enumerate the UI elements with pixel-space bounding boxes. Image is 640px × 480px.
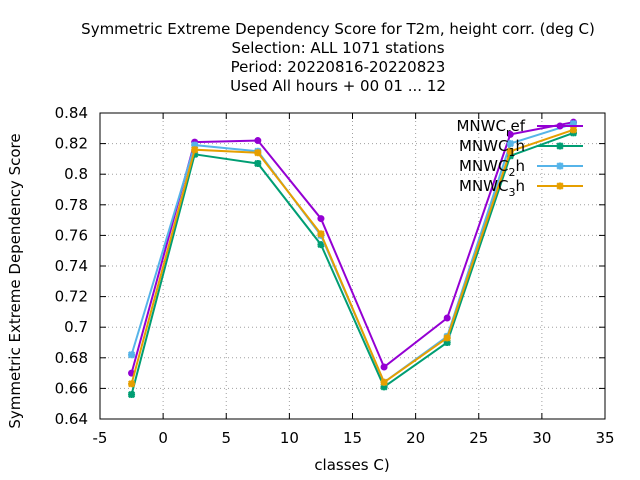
legend-label-subscript: 1 [508, 146, 515, 159]
chart-title: Symmetric Extreme Dependency Score for T… [81, 20, 595, 95]
data-point [254, 159, 262, 168]
x-tick-label: 25 [469, 429, 488, 447]
data-point [191, 141, 199, 149]
legend-label-subscript: 3 [508, 186, 515, 199]
series-line [130, 121, 574, 374]
y-axis: 0.64 0.66 0.68 0.7 0.72 0.74 0.76 0.78 0.8 0.82 0.… [55, 104, 605, 428]
legend-label-main: MNWC [456, 117, 505, 135]
legend-marker [556, 162, 564, 170]
data-point [191, 146, 199, 154]
x-tick-label: 10 [280, 429, 299, 447]
data-point [127, 380, 136, 388]
data-point [317, 230, 325, 238]
x-tick-label: 15 [343, 429, 362, 447]
legend-label-suffix: h [515, 177, 525, 195]
title-line: Period: 20220816-20220823 [231, 58, 446, 76]
y-tick-label: 0.7 [64, 318, 88, 336]
title-line: Symmetric Extreme Dependency Score for T… [81, 20, 595, 38]
series-3 [127, 126, 578, 388]
y-tick-label: 0.72 [55, 288, 88, 306]
data-point [317, 215, 325, 223]
data-point [127, 390, 136, 399]
legend-label-subscript: 2 [508, 166, 515, 179]
x-axis-label: classes C) [314, 456, 389, 474]
legend-marker [556, 182, 564, 190]
y-tick-label: 0.64 [55, 410, 88, 428]
title-line: Used All hours + 00 01 ... 12 [230, 77, 446, 95]
y-axis-label: Symmetric Extreme Dependency Score [6, 133, 24, 428]
x-tick-label: 30 [532, 429, 551, 447]
legend-label-suffix: ef [510, 117, 525, 135]
legend-label: MNWC2h [459, 157, 525, 179]
legend-label-suffix: h [515, 157, 525, 175]
y-tick-label: 0.74 [55, 257, 88, 275]
data-point [317, 241, 325, 249]
data-point [569, 120, 578, 128]
data-point [506, 152, 514, 160]
data-point [380, 378, 388, 386]
y-tick-label: 0.68 [55, 349, 88, 367]
plot-frame [99, 112, 606, 420]
legend-label: MNWC1h [459, 137, 525, 159]
data-point [380, 363, 388, 371]
data-point [506, 130, 514, 138]
grid [100, 113, 605, 419]
x-tick-label: 35 [595, 429, 614, 447]
data-point [506, 147, 514, 155]
data-point [443, 314, 451, 322]
legend-label-main: MNWC [459, 177, 508, 195]
data-point [254, 149, 262, 157]
y-tick-label: 0.78 [55, 196, 88, 214]
data-point [380, 383, 388, 391]
legend-marker [556, 122, 564, 130]
title-line: Selection: ALL 1071 stations [231, 39, 444, 57]
x-axis: -5 0 5 10 15 20 25 30 35 [93, 113, 615, 447]
y-tick-label: 0.84 [55, 104, 88, 122]
y-tick-label: 0.8 [64, 165, 88, 183]
legend-marker [556, 142, 564, 150]
y-tick-label: 0.66 [55, 379, 88, 397]
x-tick-label: 5 [221, 429, 231, 447]
data-point [191, 150, 199, 158]
legend-label-subscript: r [506, 126, 511, 139]
legend-label: MNWC3h [459, 177, 525, 199]
legend-label: MNWCref [456, 117, 525, 139]
legend-item: MNWC1h [459, 137, 583, 159]
x-tick-label: 20 [406, 429, 425, 447]
series-line [130, 128, 574, 385]
y-tick-label: 0.82 [55, 135, 88, 153]
series-line [130, 131, 574, 395]
data-point [127, 351, 136, 359]
x-tick-label: 0 [158, 429, 168, 447]
legend-item: MNWC3h [459, 177, 583, 199]
data-point [569, 126, 578, 134]
x-tick-label: -5 [93, 429, 108, 447]
data-point [443, 334, 451, 342]
y-tick-label: 0.76 [55, 226, 88, 244]
legend-item: MNWC2h [459, 157, 583, 179]
data-point [443, 338, 451, 347]
data-point [254, 137, 262, 145]
legend-item: MNWCref [456, 117, 583, 139]
legend-label-main: MNWC [459, 157, 508, 175]
legend-label-suffix: h [515, 137, 525, 155]
plot-series [127, 118, 578, 399]
data-point [506, 140, 514, 148]
legend-label-main: MNWC [459, 137, 508, 155]
